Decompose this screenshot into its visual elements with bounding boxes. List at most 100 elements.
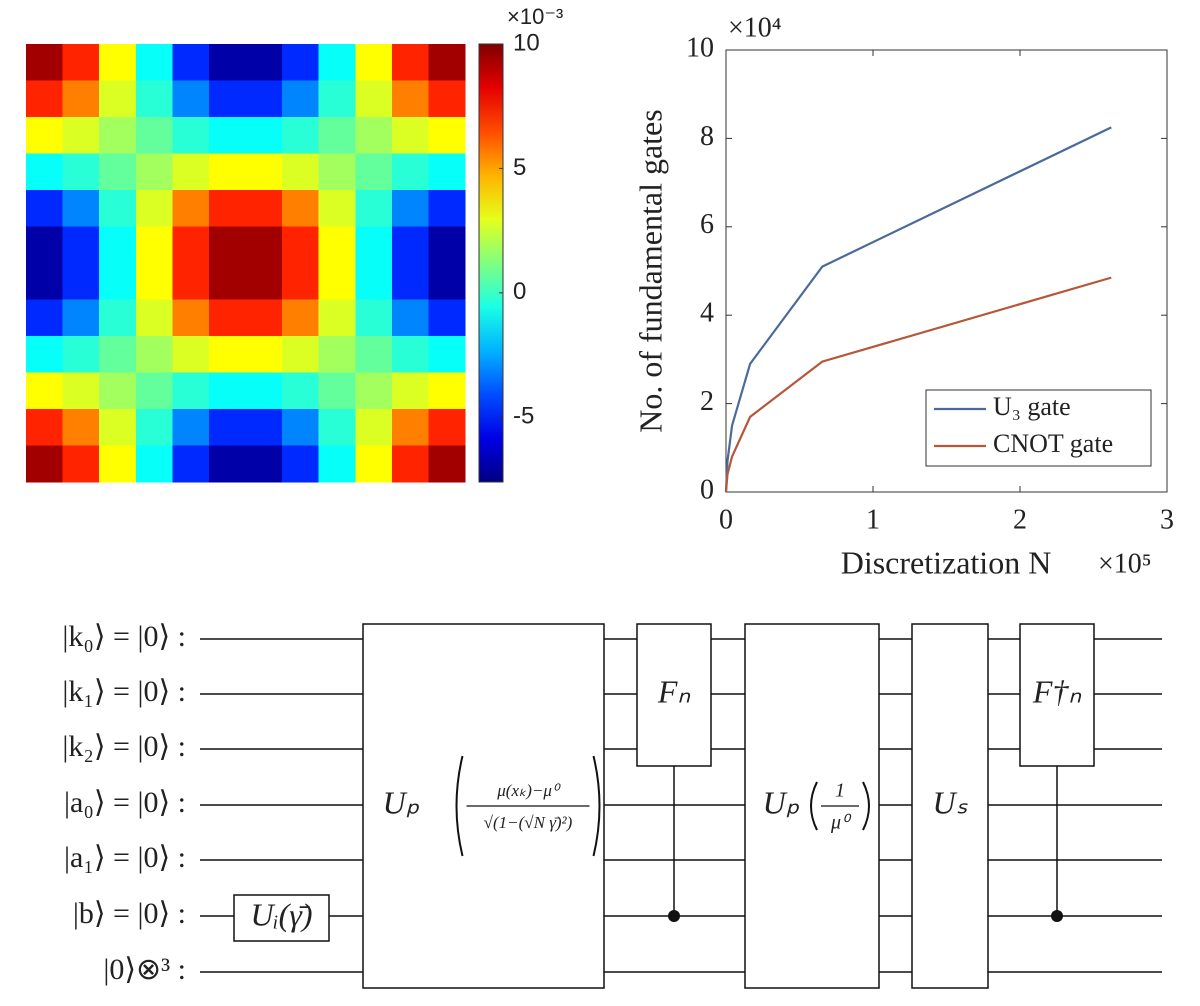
- heat-cell: [391, 190, 429, 227]
- heat-cell: [282, 372, 320, 410]
- heat-cell: [245, 117, 283, 154]
- heat-cell: [282, 409, 320, 446]
- plot-frame: [725, 49, 1168, 493]
- heat-cell: [62, 409, 100, 446]
- heat-cell: [99, 190, 137, 227]
- heat-cell: [62, 372, 100, 410]
- gate-label: Fₙ: [657, 673, 692, 709]
- legend-label: CNOT gate: [993, 429, 1113, 458]
- heat-cell: [428, 409, 466, 446]
- paren: [810, 781, 818, 831]
- heat-cell: [135, 44, 173, 81]
- x-axis-label: Discretization N: [841, 544, 1052, 580]
- gate-label: F†ₙ: [1032, 673, 1083, 709]
- heat-cell: [172, 445, 210, 483]
- gate: [911, 623, 989, 989]
- heat-cell: [391, 153, 429, 191]
- heat-cell: [208, 153, 246, 191]
- y-tick-label: 2: [700, 386, 714, 417]
- heat-cell: [26, 263, 64, 300]
- heat-cell: [135, 263, 173, 300]
- wire-label: |k₀⟩ = |0⟩ :: [62, 620, 186, 653]
- heat-cell: [355, 153, 393, 191]
- heat-cell: [135, 409, 173, 446]
- heat-cell: [318, 153, 356, 191]
- wire-label: |k₂⟩ = |0⟩ :: [62, 730, 186, 763]
- heat-cell: [99, 299, 137, 337]
- heat-cell: [245, 44, 283, 81]
- gate-name: Uₚ: [383, 784, 420, 820]
- heat-cell: [355, 80, 393, 118]
- heat-cell: [208, 299, 246, 337]
- heat-cell: [391, 263, 429, 300]
- heat-cell: [355, 372, 393, 410]
- heat-cell: [318, 336, 356, 373]
- heat-cell: [62, 190, 100, 227]
- heat-cell: [172, 409, 210, 446]
- paren: [592, 755, 601, 857]
- gate-numerator: μ(xₖ)−μ⁰: [496, 781, 561, 800]
- heat-cell: [391, 299, 429, 337]
- heat-cell: [245, 263, 283, 300]
- heat-cell: [62, 117, 100, 154]
- x-tick-label: 3: [1160, 504, 1174, 535]
- heat-cell: [245, 372, 283, 410]
- heat-cell: [282, 117, 320, 154]
- heat-cell: [245, 445, 283, 483]
- heat-cell: [99, 153, 137, 191]
- gate-label: Uᵢ(γ̄): [250, 896, 312, 932]
- colorbar-tick-label: 10: [513, 29, 540, 56]
- gate-name: Uₚ: [763, 784, 800, 820]
- heat-cell: [62, 44, 100, 81]
- heat-cell: [282, 80, 320, 118]
- heat-cell: [428, 336, 466, 373]
- heat-cell: [318, 44, 356, 81]
- heat-cell: [355, 117, 393, 154]
- heat-cell: [172, 117, 210, 154]
- heat-cell: [208, 409, 246, 446]
- heat-cell: [428, 299, 466, 337]
- heat-cell: [245, 153, 283, 191]
- heat-cell: [208, 336, 246, 373]
- heat-cell: [391, 44, 429, 81]
- heat-cell: [62, 226, 100, 264]
- heat-cell: [355, 263, 393, 300]
- heat-cell: [428, 226, 466, 264]
- x-tick-label: 2: [1013, 504, 1027, 535]
- heat-cell: [135, 80, 173, 118]
- heat-cell: [208, 372, 246, 410]
- heat-cell: [245, 336, 283, 373]
- heat-cell: [428, 44, 466, 81]
- heat-cell: [282, 44, 320, 81]
- heat-cell: [26, 299, 64, 337]
- heat-cell: [172, 263, 210, 300]
- wire-label: |b⟩ = |0⟩ :: [73, 897, 186, 930]
- gate-denominator: √(1−(√N γ̄)²): [484, 813, 573, 832]
- heat-cell: [355, 336, 393, 373]
- heat-cell: [208, 226, 246, 264]
- heat-cell: [62, 263, 100, 300]
- legend-box: [925, 389, 1152, 467]
- heat-cell: [428, 263, 466, 300]
- heat-cell: [62, 336, 100, 373]
- colorbar-exponent: ×10⁻³: [507, 4, 563, 29]
- control-dot: [1051, 910, 1063, 922]
- heat-cell: [172, 190, 210, 227]
- heat-cell: [208, 117, 246, 154]
- heat-cell: [282, 336, 320, 373]
- heat-cell: [428, 80, 466, 118]
- gate: [1019, 623, 1095, 767]
- colorbar-tick-label: 5: [513, 154, 526, 181]
- paren: [862, 781, 870, 831]
- heat-cell: [62, 445, 100, 483]
- heat-cell: [135, 226, 173, 264]
- heat-cell: [208, 190, 246, 227]
- gate: [233, 894, 330, 942]
- heat-cell: [99, 409, 137, 446]
- wire-label: |k₁⟩ = |0⟩ :: [62, 675, 186, 708]
- heat-cell: [172, 44, 210, 81]
- heat-cell: [428, 117, 466, 154]
- heat-cell: [135, 117, 173, 154]
- heat-cell: [391, 226, 429, 264]
- heat-cell: [318, 190, 356, 227]
